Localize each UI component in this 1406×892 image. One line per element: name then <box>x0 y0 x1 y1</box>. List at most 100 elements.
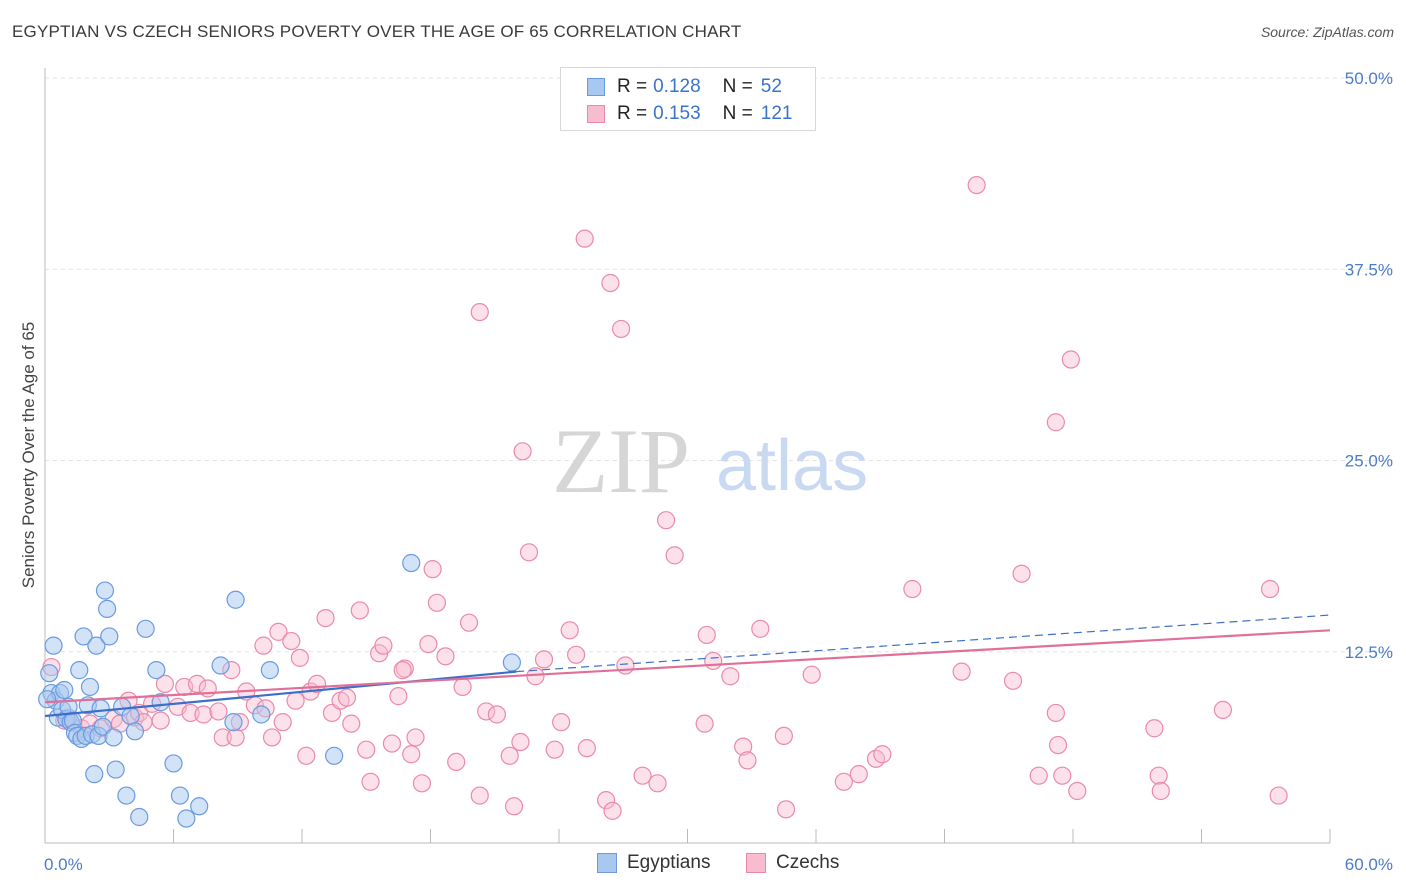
czechs-point <box>427 593 447 612</box>
legend-r-label: R = <box>617 103 648 124</box>
legend-r-label: R = <box>617 76 648 97</box>
egyptians-point <box>177 809 196 828</box>
egyptians-swatch <box>597 853 617 873</box>
czechs-point <box>545 740 564 759</box>
czechs-point <box>477 702 496 721</box>
egyptians-point <box>211 656 230 675</box>
czechs-point <box>601 273 620 293</box>
czechs-point <box>500 746 519 765</box>
czechs-point <box>1068 781 1087 801</box>
czechs-point <box>1151 781 1170 801</box>
legend-n-value: 52 <box>760 76 782 97</box>
czechs-point <box>903 579 922 599</box>
czechs-point <box>273 713 292 732</box>
czechs-point <box>187 674 207 693</box>
czechs-point <box>357 740 376 759</box>
czechs-swatch <box>746 853 766 873</box>
y-tick-label: 12.5% <box>1345 643 1393 662</box>
egyptians-point <box>38 690 57 709</box>
bottom-legend-czechs: Czechs <box>746 852 839 874</box>
czechs-point <box>254 636 273 655</box>
czechs-point <box>511 732 530 752</box>
egyptians-point <box>252 705 271 724</box>
czechs-point <box>721 667 740 686</box>
legend-row-egyptians: R = 0.128 N = 52 <box>587 75 782 99</box>
czechs-point <box>151 711 170 730</box>
egyptians-point <box>170 786 190 805</box>
czechs-point <box>633 766 652 785</box>
czechs-point <box>616 656 635 675</box>
legend: R = 0.128 N = 52 R = 0.153 N = 121 <box>560 67 816 131</box>
chart-title: EGYPTIAN VS CZECH SENIORS POVERTY OVER T… <box>12 22 742 41</box>
egyptians-point <box>164 754 183 773</box>
egyptians-point <box>80 677 100 697</box>
czechs-point <box>776 800 796 819</box>
czechs-point <box>952 662 971 681</box>
czechs-point <box>213 728 232 747</box>
gridlines <box>45 77 1395 653</box>
czechs-point <box>575 229 594 248</box>
egyptians-point <box>226 590 245 609</box>
egyptians-point <box>117 786 136 805</box>
czechs-point <box>487 705 506 724</box>
watermark-atlas: atlas <box>716 426 868 506</box>
czechs-point <box>470 302 489 322</box>
czechs-point <box>567 645 586 664</box>
egyptians-swatch <box>587 78 605 96</box>
y-axis-label: Seniors Poverty Over the Age of 65 <box>19 322 38 588</box>
legend-row-czechs: R = 0.153 N = 121 <box>587 102 792 126</box>
czechs-point <box>552 713 571 732</box>
czechs-point <box>406 728 425 747</box>
egyptians-point <box>85 765 104 784</box>
egyptians-point <box>147 661 166 680</box>
czechs-point <box>513 442 532 461</box>
legend-r-value: 0.128 <box>653 76 701 97</box>
egyptians-point <box>121 706 140 726</box>
czechs-point <box>393 661 412 680</box>
czechs-point <box>423 560 442 579</box>
y-tick-label: 37.5% <box>1345 260 1393 279</box>
czechs-point <box>504 797 524 816</box>
bottom-legend-egyptians: Egyptians <box>597 852 710 874</box>
czechs-point <box>412 774 432 793</box>
egyptians-point <box>224 713 243 732</box>
egyptians-point <box>104 728 123 747</box>
czechs-point <box>1053 766 1072 785</box>
czechs-point <box>751 619 770 638</box>
czechs-point <box>350 601 369 620</box>
egyptians-point <box>190 797 209 816</box>
czechs-point <box>282 631 301 651</box>
czechs-point <box>419 634 438 654</box>
czechs-point <box>209 702 228 721</box>
czechs-point <box>1145 719 1164 738</box>
czechs-point <box>1260 579 1280 599</box>
trend-lines <box>44 614 1331 718</box>
egyptians-label: Egyptians <box>627 852 711 873</box>
czechs-point <box>459 613 479 632</box>
czechs-point <box>603 801 622 820</box>
czechs-point <box>695 714 714 733</box>
legend-r-value: 0.153 <box>653 103 701 124</box>
czechs-point <box>374 636 393 655</box>
czechs-point <box>382 734 402 753</box>
czechs-point <box>1029 766 1048 785</box>
egyptians-point <box>260 661 279 680</box>
watermark-zip: ZIP <box>552 410 690 512</box>
czechs-point <box>738 751 757 770</box>
czechs-point <box>577 739 596 758</box>
czechs-point <box>447 752 466 772</box>
egyptians-trend-line <box>44 670 517 718</box>
czechs-point <box>342 714 361 733</box>
czechs-point <box>1149 766 1168 785</box>
czechs-point <box>1046 413 1065 432</box>
egyptians-points <box>38 553 521 828</box>
x-tick-label: 0.0% <box>44 855 83 874</box>
egyptians-point <box>502 653 521 672</box>
egyptians-point <box>125 722 145 741</box>
czechs-point <box>534 650 554 669</box>
czechs-point <box>226 728 245 747</box>
czechs-point <box>665 546 684 565</box>
czechs-point <box>1048 735 1068 755</box>
legend-n-label: N = <box>722 103 753 124</box>
czechs-point <box>704 651 723 671</box>
